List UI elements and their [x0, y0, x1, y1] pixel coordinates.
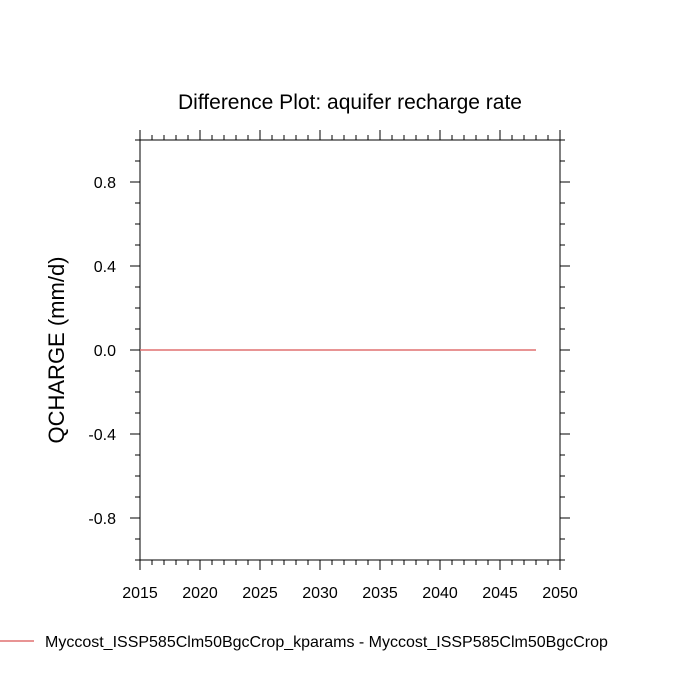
legend-label: Myccost_ISSP585Clm50BgcCrop_kparams - My… [45, 634, 608, 651]
x-tick-label: 2040 [422, 585, 458, 602]
x-tick-label: 2050 [542, 585, 578, 602]
y-tick-label: -0.4 [88, 427, 116, 444]
x-axis: 2015 2020 2025 2030 2035 2040 2045 2050 [122, 130, 578, 602]
y-tick-label: -0.8 [88, 511, 116, 528]
chart-title: Difference Plot: aquifer recharge rate [178, 91, 522, 114]
x-tick-label: 2025 [242, 585, 278, 602]
y-tick-label: 0.4 [94, 259, 116, 276]
y-tick-label: 0.0 [94, 343, 116, 360]
x-tick-label: 2030 [302, 585, 338, 602]
x-tick-label: 2020 [182, 585, 218, 602]
y-axis-label: QCHARGE (mm/d) [44, 257, 69, 444]
x-tick-label: 2045 [482, 585, 518, 602]
x-tick-label: 2015 [122, 585, 158, 602]
y-tick-label: 0.8 [94, 175, 116, 192]
y-axis: 0.8 0.4 0.0 -0.4 -0.8 [88, 139, 570, 561]
legend: Myccost_ISSP585Clm50BgcCrop_kparams - My… [0, 634, 608, 651]
x-tick-label: 2035 [362, 585, 398, 602]
